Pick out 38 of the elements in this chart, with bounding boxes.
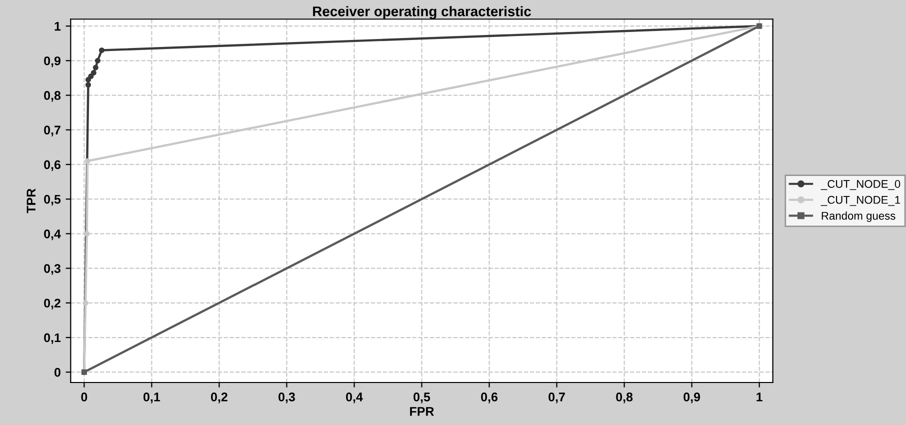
point (84, 158, 90, 164)
point (82, 300, 88, 306)
x-tick-label: 0,5 (414, 392, 430, 404)
point (94, 58, 100, 64)
point (90, 70, 96, 76)
x-tick-label: 0,7 (548, 392, 565, 404)
x-tick-label: 0,8 (616, 392, 633, 404)
x-axis-title: FPR (410, 407, 434, 416)
y-tick-label: 0,5 (44, 194, 61, 206)
point (85, 82, 91, 88)
y-tick-label: 0,7 (44, 126, 60, 136)
x-tick-label: 0,9 (684, 392, 700, 404)
y-tick-label: 0,2 (44, 298, 60, 310)
point (92, 64, 98, 70)
point (84, 230, 90, 236)
legend-label: _CUT_NODE_1 (820, 196, 900, 206)
legend-label: _CUT_NODE_0 (820, 180, 900, 190)
y-axis-title: TPR (26, 188, 36, 214)
x-tick-label: 0 (81, 392, 88, 402)
y-tick-label: 0,6 (44, 160, 60, 171)
chart-title: Receiver operating characteristic (313, 6, 531, 20)
y-tick-label: 0,8 (44, 91, 61, 102)
x-tick-label: 0,2 (211, 392, 228, 404)
x-tick-label: 0,4 (346, 392, 363, 404)
y-tick-label: 0 (54, 368, 60, 377)
y-tick-label: 0,4 (44, 229, 61, 240)
x-tick-label: 0,1 (143, 392, 160, 404)
legend-label: Random guess (822, 212, 896, 222)
point (88, 73, 94, 80)
point (85, 76, 91, 82)
y-tick-label: 0,3 (44, 264, 60, 275)
x-tick-label: 1 (756, 392, 762, 402)
y-tick-label: 1 (54, 22, 61, 31)
x-tick-label: 0,6 (481, 392, 498, 404)
y-tick-label: 0,9 (44, 56, 60, 68)
x-tick-label: 0,3 (278, 392, 295, 404)
y-tick-label: 0,1 (44, 333, 61, 344)
point (98, 47, 105, 54)
